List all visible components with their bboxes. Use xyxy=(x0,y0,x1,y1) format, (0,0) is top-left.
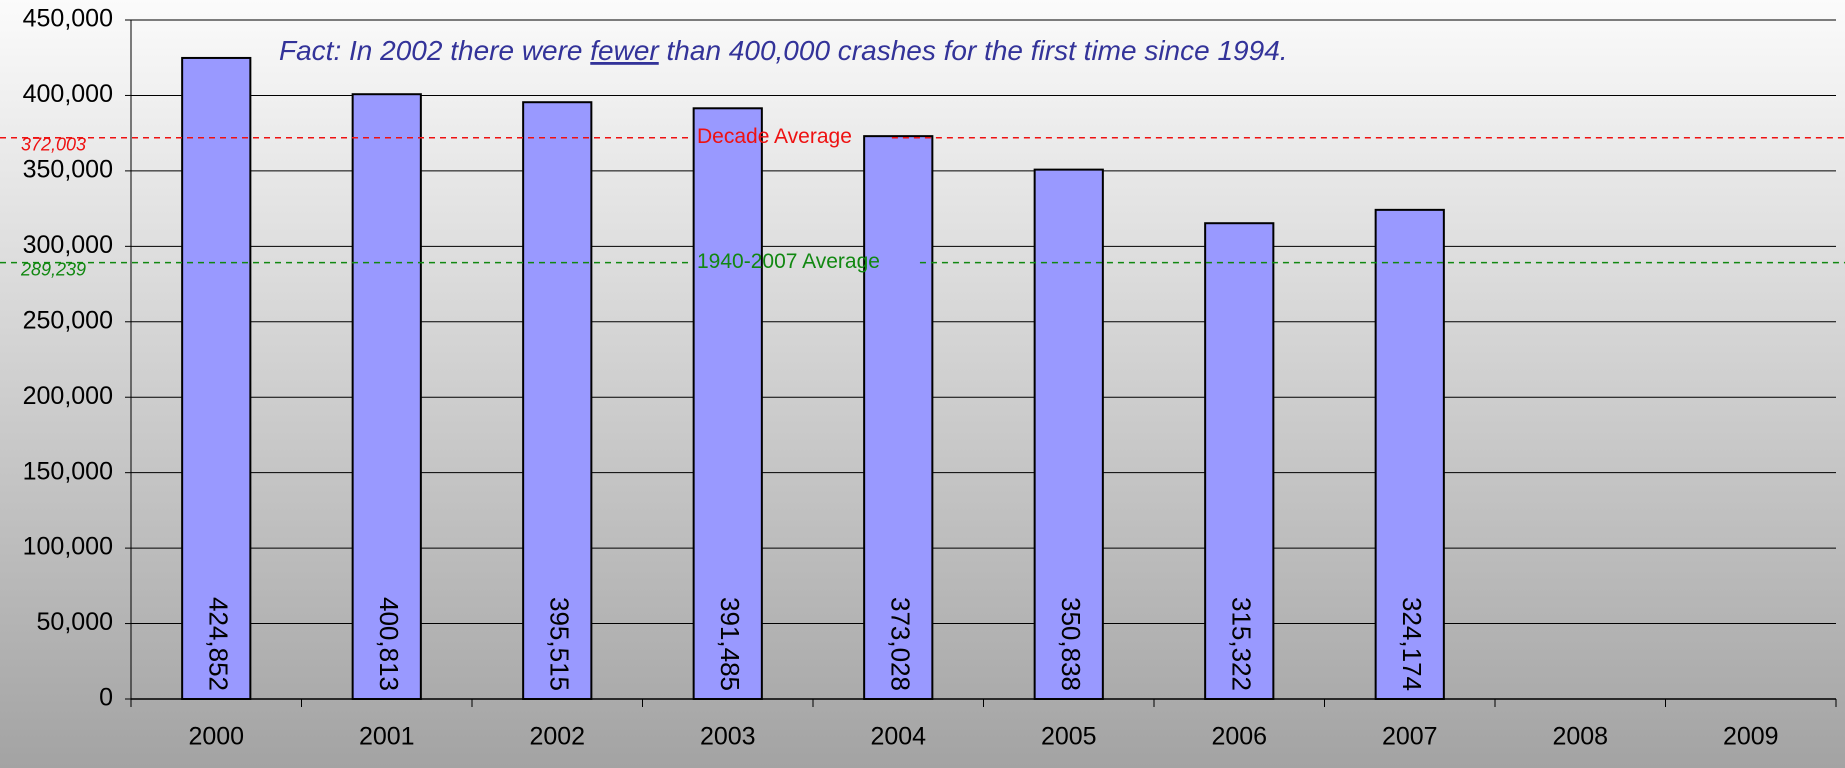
reference-value-label: 372,003 xyxy=(21,134,86,154)
data-label: 400,813 xyxy=(374,597,404,691)
annotation-emphasis: fewer xyxy=(590,35,660,66)
reference-line-label: 1940-2007 Average xyxy=(697,250,880,273)
annotation: Fact: In 2002 there were fewer than 400,… xyxy=(279,35,1288,66)
bar xyxy=(1033,168,1104,700)
y-tick-label: 350,000 xyxy=(23,155,113,183)
data-label: 324,174 xyxy=(1397,597,1427,691)
y-tick-label: 0 xyxy=(99,684,113,712)
bar xyxy=(692,107,763,700)
bar xyxy=(1204,222,1275,700)
x-tick-label: 2005 xyxy=(1041,723,1097,751)
data-label: 350,838 xyxy=(1056,597,1086,691)
x-tick-label: 2008 xyxy=(1552,723,1608,751)
annotation-text: than 400,000 crashes for the first time … xyxy=(659,35,1288,66)
bar xyxy=(522,101,593,701)
x-tick-label: 2003 xyxy=(700,723,756,751)
x-tick-label: 2007 xyxy=(1382,723,1438,751)
x-tick-label: 2006 xyxy=(1211,723,1267,751)
data-label: 315,322 xyxy=(1226,597,1256,691)
data-label: 395,515 xyxy=(544,597,574,691)
bar xyxy=(181,56,252,700)
annotation-text: Fact: In 2002 there were xyxy=(279,35,590,66)
y-tick-label: 100,000 xyxy=(23,533,113,561)
data-label: 373,028 xyxy=(885,597,915,691)
y-tick-label: 400,000 xyxy=(23,80,113,108)
x-tick-label: 2002 xyxy=(529,723,585,751)
y-tick-label: 450,000 xyxy=(23,5,113,33)
bar xyxy=(1374,208,1445,700)
reference-line-label: Decade Average xyxy=(697,125,852,148)
x-tick-label: 2000 xyxy=(188,723,244,751)
data-label: 424,852 xyxy=(203,597,233,691)
x-tick-label: 2009 xyxy=(1723,723,1779,751)
reference-value-label: 289,239 xyxy=(20,259,86,279)
x-tick-label: 2004 xyxy=(870,723,926,751)
data-label: 391,485 xyxy=(715,597,745,691)
y-tick-label: 200,000 xyxy=(23,382,113,410)
y-tick-label: 300,000 xyxy=(23,231,113,259)
bar xyxy=(351,93,422,701)
y-tick-label: 150,000 xyxy=(23,457,113,485)
y-tick-label: 250,000 xyxy=(23,306,113,334)
x-tick-label: 2001 xyxy=(359,723,415,751)
y-tick-label: 50,000 xyxy=(37,608,113,636)
bar xyxy=(863,135,934,700)
